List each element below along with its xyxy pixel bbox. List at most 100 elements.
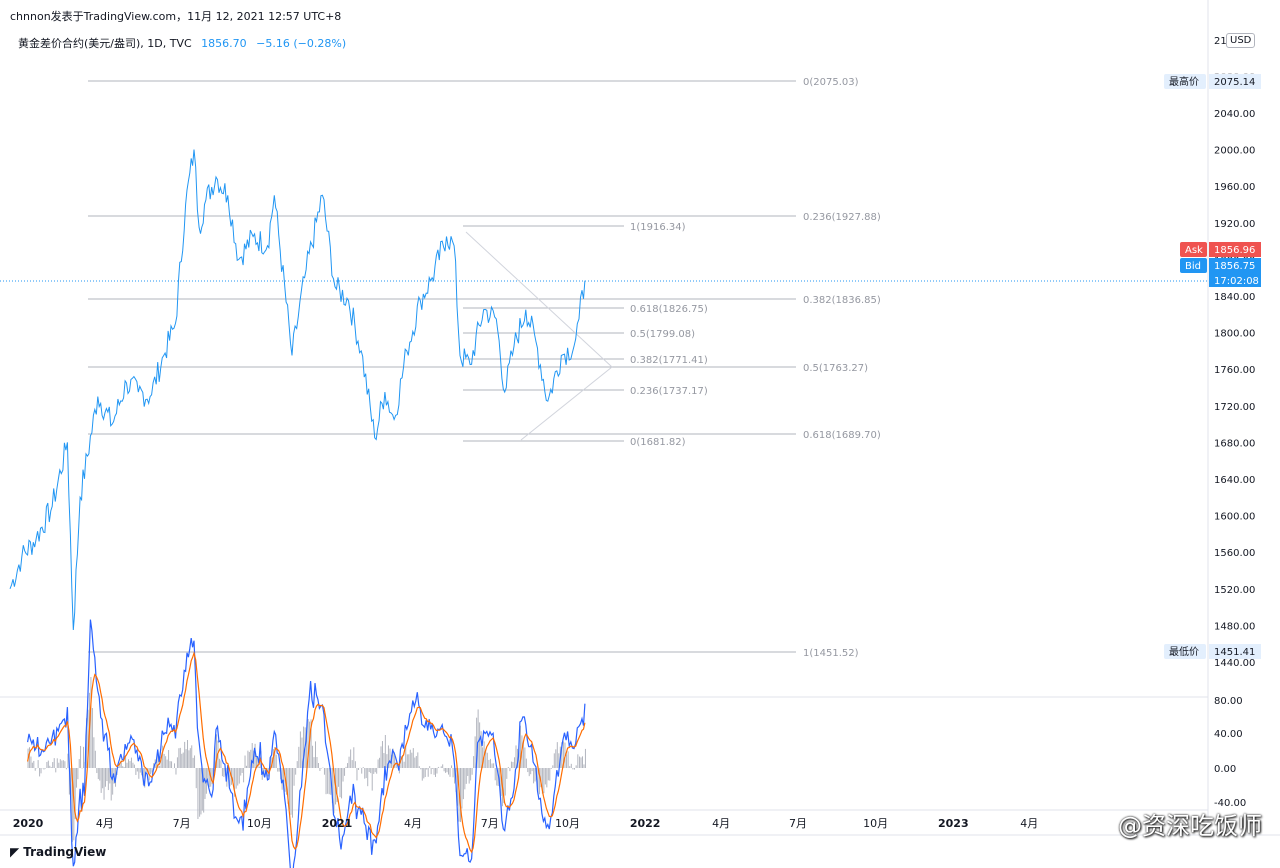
macd-histogram-bar [409,749,411,768]
macd-histogram-bar [503,768,505,804]
macd-histogram-bar [530,768,532,775]
macd-axis[interactable]: 80.00 40.00 0.00 -40.00 [1214,696,1246,809]
low-value: 1451.41 [1214,647,1255,658]
macd-histogram-bar [494,768,496,781]
macd-histogram-bar [558,753,560,768]
macd-histogram-bar [402,754,404,768]
bid-label-bg [1180,258,1207,273]
y-tick-label: 1440.00 [1214,658,1255,669]
macd-histogram-bar [479,722,481,768]
macd-histogram-bar [200,768,202,815]
macd-histogram-bar [109,768,111,784]
fib-outer-label: 0.618(1689.70) [803,430,881,441]
macd-histogram-bar [579,756,581,768]
macd-histogram-bar [123,767,125,768]
macd-histogram-bar [132,762,134,768]
macd-histogram-bar [442,764,444,768]
macd-histogram-bar [491,763,493,768]
macd-line[interactable] [27,619,586,868]
fib-retracement-inner[interactable]: 1(1916.34) 0.618(1826.75) 0.5(1799.08) 0… [463,222,708,448]
symbol-name[interactable]: 黄金差价合约(美元/盎司), 1D, TVC [18,37,192,50]
macd-histogram-bar [218,758,220,768]
x-tick-label: 10月 [863,817,888,830]
macd-histogram-bar [448,768,450,775]
macd-histogram-bar [156,759,158,768]
macd-histogram-bar [248,751,250,768]
macd-histogram-bar [462,768,464,800]
macd-histogram-bar [47,760,49,768]
tv-logo-icon: ◤ [10,845,20,859]
macd-histogram-bar [243,768,245,783]
x-tick-label: 7月 [481,817,499,830]
macd-histogram-bar [482,747,484,768]
macd-histogram-bar [241,768,243,773]
macd-histogram-bar [376,768,378,774]
macd-histogram-bar [229,768,231,787]
macd-histogram-bar [534,768,536,782]
macd-histogram-bar [336,768,338,803]
macd-histogram-bar [303,726,305,768]
time-axis[interactable]: 2020 4月 7月 10月 2021 4月 7月 10月 2022 4月 7月 10月 2023 4月 [13,817,1039,830]
price-axis[interactable]: 21 2080.00 2040.002000.001960.001920.001… [1214,36,1255,669]
legend-price: 1856.70 [201,37,247,50]
macd-histogram-bar [470,768,472,781]
macd-histogram-bar [85,718,87,768]
signal-line[interactable] [27,651,586,854]
macd-histogram-bar [325,768,327,795]
macd-histogram-bar [258,766,260,768]
macd-histogram-bar [556,742,558,768]
publish-header: chnnon发表于TradingView.com，11月 12, 2021 12… [10,10,342,23]
macd-histogram-bar [159,765,161,768]
price-series[interactable] [9,149,586,631]
macd-histogram-bar [286,768,288,795]
macd-histogram-bar [567,751,569,768]
macd-histogram-bar [33,760,35,768]
fib-inner-label: 0.236(1737.17) [630,386,708,397]
gold-price-line[interactable] [9,149,586,631]
macd-histogram-bar [204,768,206,799]
macd-histogram-bar [145,768,147,773]
bid-value-bg [1209,258,1261,287]
macd-histogram-bar [39,768,41,777]
macd-histogram-bar [254,743,256,768]
macd-histogram-bar [488,759,490,768]
macd-histogram-bar [179,747,181,768]
macd-histogram-bar [120,760,122,768]
macd-histogram-bar [465,768,467,784]
macd-histogram-bar [181,753,183,768]
macd-histogram-bar [541,768,543,794]
macd-histogram-bar [298,746,300,768]
fib-retracement-outer[interactable]: 0(2075.03) 0.236(1927.88) 0.382(1836.85)… [88,77,881,659]
macd-histogram-bar [53,758,55,768]
macd-histogram-bar [432,768,434,769]
macd-histogram-bar [37,760,39,768]
macd-histogram-bar [537,768,539,795]
macd-histogram-bar [278,768,280,772]
macd-histogram-bar [203,768,205,813]
macd-histogram-bar [122,766,124,768]
macd-histogram-bar [398,768,400,774]
macd-histogram-bar [299,731,301,768]
macd-histogram-bar [440,766,442,768]
macd-histogram-bar [435,768,437,777]
y-tick-label: 1600.00 [1214,512,1255,523]
macd-histogram-bar [187,739,189,768]
macd-histogram-bar [104,768,106,787]
macd-histogram-bar [208,768,210,788]
fib-inner-label: 0.382(1771.41) [630,355,708,366]
macd-histogram-bar [477,709,479,768]
macd-pane[interactable] [27,619,586,868]
macd-histogram-bar [126,762,128,768]
macd-histogram-bar [80,745,82,768]
macd-histogram-bar [400,756,402,768]
macd-histogram-bar [103,768,105,800]
tradingview-logo[interactable]: ◤ TradingView [10,845,106,859]
currency-button[interactable]: USD [1226,33,1256,48]
macd-histogram-bar [476,717,478,768]
macd-histogram-bar [301,737,303,768]
legend-change: −5.16 (−0.28%) [256,37,347,50]
macd-histogram-bar [312,745,314,768]
macd-histogram-bar [406,754,408,768]
macd-histogram-bar [424,768,426,777]
